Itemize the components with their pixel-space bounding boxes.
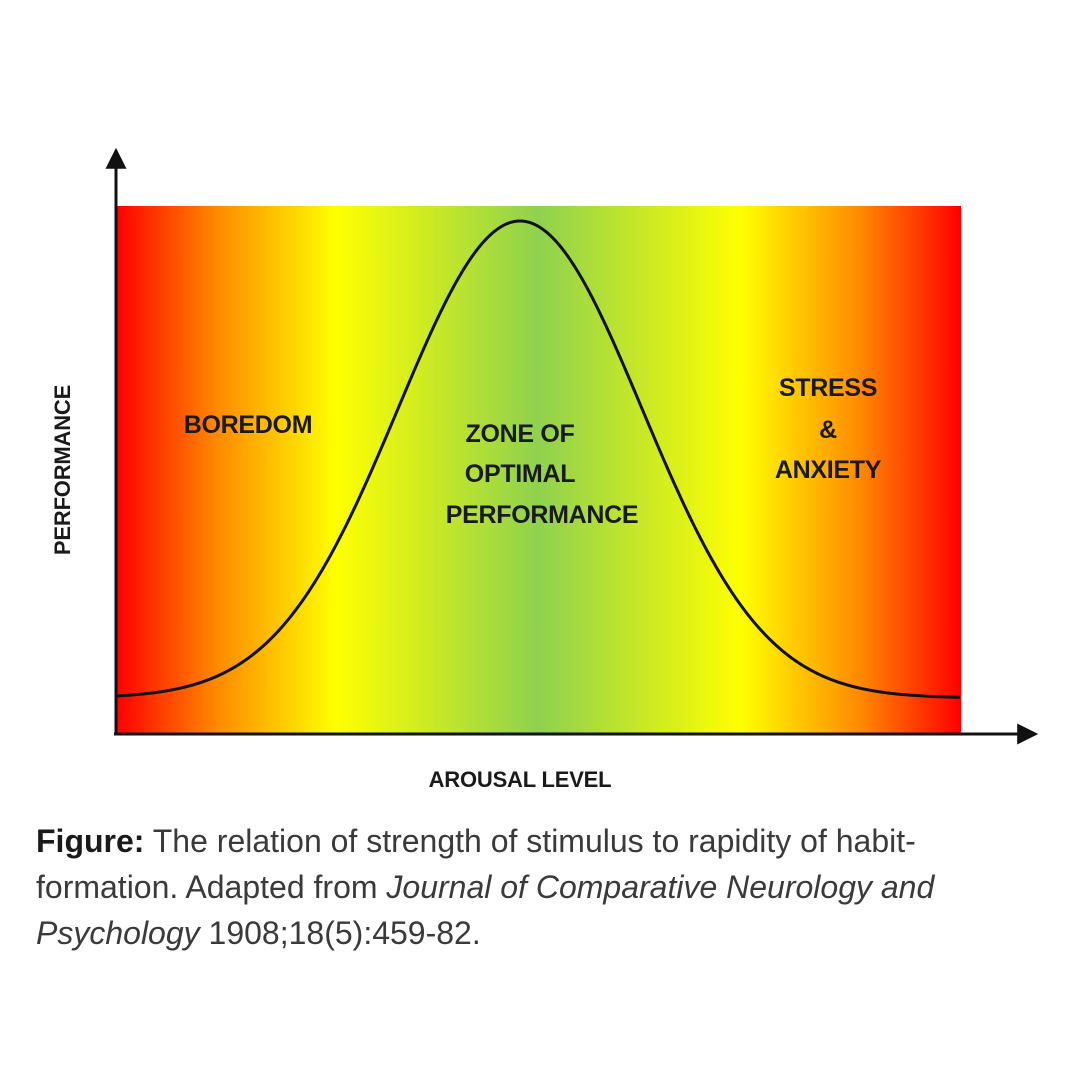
- performance-curve: [115, 219, 961, 699]
- zone-label-optimal-line3: PERFORMANCE: [446, 501, 639, 529]
- caption-journal-title: Journal of Comparative Neurology and Psy…: [36, 869, 935, 951]
- zone-label-stress-line1: STRESS: [779, 374, 877, 402]
- zone-label-stress-line3: ANXIETY: [775, 456, 882, 484]
- zone-label-optimal-line2: OPTIMAL: [465, 460, 575, 488]
- arousal-gradient-band: [116, 206, 961, 734]
- y-axis-label: PERFORMANCE: [50, 385, 75, 555]
- x-axis-label: AROUSAL LEVEL: [429, 767, 612, 792]
- figure-caption: Figure: The relation of strength of stim…: [36, 818, 1046, 956]
- caption-text-before: The relation of strength of stimulus to …: [36, 823, 916, 905]
- caption-text-after: 1908;18(5):459-82.: [199, 915, 481, 951]
- zone-label-boredom: BOREDOM: [184, 411, 312, 439]
- zone-label-optimal-line1: ZONE OF: [465, 420, 574, 448]
- caption-label: Figure:: [36, 823, 145, 859]
- zone-label-stress-line2: &: [819, 416, 837, 444]
